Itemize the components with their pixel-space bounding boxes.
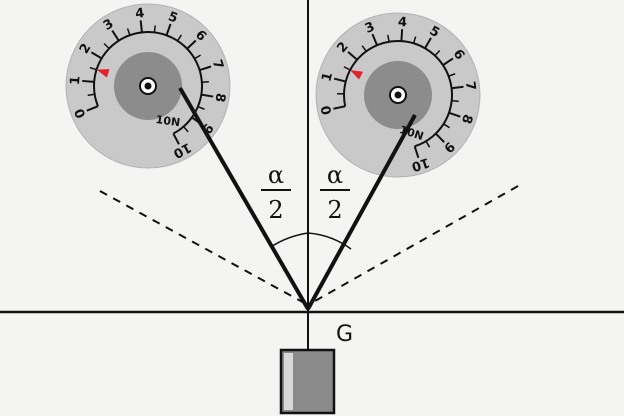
dial-pivot bbox=[144, 82, 152, 90]
dial-tick bbox=[186, 39, 197, 50]
dial-marker bbox=[96, 69, 110, 78]
dial-tick bbox=[434, 50, 441, 57]
dial-tick bbox=[400, 29, 404, 42]
dial-tick bbox=[194, 54, 201, 60]
dial-scale-label: 10 bbox=[171, 139, 194, 161]
dial-tick bbox=[176, 34, 183, 42]
dial-tick bbox=[82, 79, 95, 83]
dial-scale-label: 0 bbox=[319, 104, 336, 116]
angle-label-left: α 2 bbox=[261, 161, 291, 224]
dial-tick bbox=[424, 37, 432, 49]
dial-tick bbox=[111, 29, 120, 42]
dial-tick bbox=[347, 51, 358, 61]
dial-pivot bbox=[394, 91, 402, 99]
dial-tick bbox=[412, 36, 417, 44]
string-right bbox=[306, 114, 417, 310]
dial-tick bbox=[387, 34, 390, 42]
dial-tick bbox=[89, 66, 97, 71]
dial-tick bbox=[442, 57, 454, 66]
dial-scale-label: 1 bbox=[319, 71, 336, 83]
dial-scale-arc bbox=[93, 31, 203, 135]
dial-tick bbox=[451, 85, 464, 90]
dial-tick bbox=[448, 111, 461, 118]
dial-scale-label: 10 bbox=[409, 154, 431, 174]
dial-tick bbox=[425, 140, 431, 148]
dial-tick bbox=[371, 33, 378, 46]
dial-tick bbox=[183, 126, 189, 133]
dial-tick bbox=[343, 66, 351, 71]
dial-scale-label: 4 bbox=[135, 6, 146, 22]
dial-scale-label: 8 bbox=[211, 92, 227, 103]
dial-tick bbox=[86, 105, 99, 112]
angle-numerator-right: α bbox=[327, 161, 343, 189]
dial-tick bbox=[172, 133, 180, 145]
dial-tick bbox=[448, 73, 456, 77]
dial-tick bbox=[139, 20, 143, 33]
dial-unit-label: 10N bbox=[155, 113, 181, 129]
dial-tick bbox=[201, 93, 214, 98]
dial-tick bbox=[361, 45, 367, 52]
angle-denominator-left: 2 bbox=[268, 196, 283, 224]
dial-tick bbox=[153, 25, 156, 33]
dial-tick bbox=[197, 105, 205, 110]
dial-tick bbox=[103, 43, 110, 50]
dial-tick bbox=[333, 105, 346, 110]
dial-scale-label: 7 bbox=[209, 58, 226, 71]
dial-tick bbox=[435, 132, 445, 143]
dial-marker bbox=[350, 69, 364, 80]
dial-scale-label: 7 bbox=[462, 80, 478, 91]
dial-tick bbox=[451, 99, 459, 103]
dial-scale-arc bbox=[343, 40, 453, 148]
angle-arc-left bbox=[270, 232, 309, 248]
dial-tick bbox=[165, 23, 172, 36]
string-left bbox=[178, 86, 310, 311]
angle-arc-right bbox=[307, 232, 352, 250]
dashed-line-right bbox=[307, 185, 519, 306]
dial-scale-label: 1 bbox=[68, 75, 84, 85]
dial-tick bbox=[413, 146, 420, 159]
dial-tick bbox=[443, 123, 450, 129]
dial-tick bbox=[90, 51, 103, 60]
angle-denominator-right: 2 bbox=[327, 196, 342, 224]
angle-numerator-left: α bbox=[268, 161, 284, 189]
weight-block bbox=[279, 348, 336, 415]
dial-tick bbox=[333, 77, 346, 83]
angle-label-right: α 2 bbox=[320, 161, 350, 224]
dial-scale-label: 4 bbox=[398, 15, 408, 31]
dial-tick bbox=[126, 28, 131, 36]
point-label-g: G bbox=[336, 322, 353, 347]
dial-tick bbox=[199, 65, 212, 71]
dashed-line-left bbox=[99, 190, 309, 306]
dial-tick bbox=[87, 93, 95, 97]
